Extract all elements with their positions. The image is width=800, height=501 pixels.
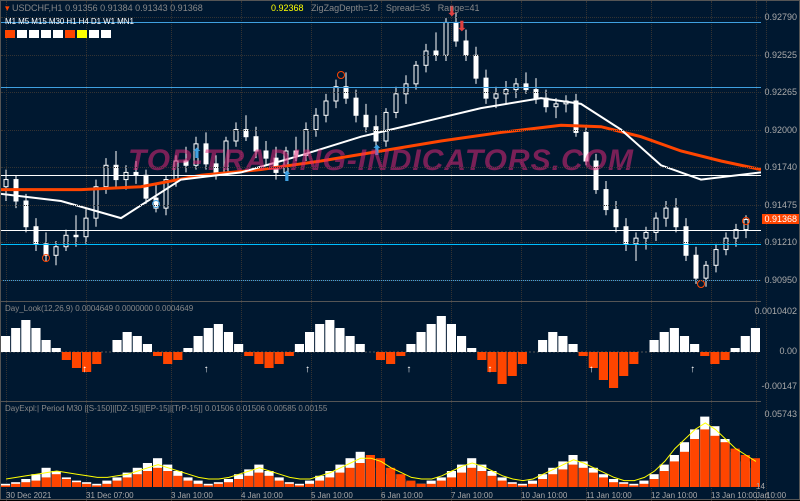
tf-square-M5[interactable] bbox=[17, 30, 27, 38]
day-expl-label: DayExpl:| Period M30 |[S-150]|[DZ-15]|[E… bbox=[5, 404, 327, 413]
x-label: 6 Jan 10:00 bbox=[381, 491, 423, 500]
svg-text:↑: ↑ bbox=[204, 364, 209, 375]
day-look-label: Day_Look(12,26,9) 0.0004649 0.0000000 0.… bbox=[5, 304, 193, 313]
tf-label-H4[interactable]: H4 bbox=[79, 17, 89, 26]
svg-text:↑: ↑ bbox=[690, 364, 695, 375]
timeframe-squares bbox=[5, 28, 203, 38]
y-axis-main: 0.927900.925250.922650.920000.917400.914… bbox=[759, 1, 799, 301]
chart-container: ⬆⬆⬆⬇⬇ TOP-TRADING-INDICATORS.COM ▾ USDCH… bbox=[0, 0, 800, 500]
x-label: 12 Jan 10:00 bbox=[651, 491, 697, 500]
x-label: 3 Jan 10:00 bbox=[171, 491, 213, 500]
y-axis-bot: 0.05743 bbox=[759, 401, 799, 501]
chart-header: ▾ USDCHF,H1 0.91356 0.91384 0.91343 0.91… bbox=[5, 3, 203, 38]
tf-label-M5[interactable]: M5 bbox=[18, 17, 29, 26]
x-label: 7 Jan 10:00 bbox=[451, 491, 493, 500]
x-label: 31 Dec 07:00 bbox=[86, 491, 134, 500]
tf-square-M30[interactable] bbox=[41, 30, 51, 38]
x-label: 5 Jan 10:00 bbox=[311, 491, 353, 500]
tf-square-M1[interactable] bbox=[5, 30, 15, 38]
tf-square-MN1[interactable] bbox=[101, 30, 111, 38]
current-price-tag: 0.91368 bbox=[762, 214, 799, 224]
x-label: 11 Jan 10:00 bbox=[586, 491, 632, 500]
tf-square-M15[interactable] bbox=[29, 30, 39, 38]
tf-label-W1[interactable]: W1 bbox=[103, 17, 115, 26]
tf-square-D1[interactable] bbox=[77, 30, 87, 38]
tf-square-H4[interactable] bbox=[65, 30, 75, 38]
x-label: 13 Jan 10:00 bbox=[711, 491, 757, 500]
tf-label-MN1[interactable]: MN1 bbox=[117, 17, 134, 26]
tf-label-M1[interactable]: M1 bbox=[5, 17, 16, 26]
tf-label-M30[interactable]: M30 bbox=[49, 17, 65, 26]
zigzag-info: 0.92368 ZigZagDepth=12 Spread=35 Range=4… bbox=[271, 3, 479, 13]
tf-label-M15[interactable]: M15 bbox=[31, 17, 47, 26]
svg-text:↑: ↑ bbox=[82, 364, 87, 375]
x-label: 10 Jan 10:00 bbox=[521, 491, 567, 500]
x-label: 4 Jan 10:00 bbox=[241, 491, 283, 500]
main-price-panel[interactable]: ⬆⬆⬆⬇⬇ TOP-TRADING-INDICATORS.COM ▾ USDCH… bbox=[1, 1, 761, 301]
x-axis: 30 Dec 2021 31 Dec 07:00 3 Jan 10:00 4 Jan … bbox=[1, 487, 761, 501]
day-expl-panel[interactable]: DayExpl:| Period M30 |[S-150]|[DZ-15]|[E… bbox=[1, 401, 761, 501]
svg-text:↑: ↑ bbox=[406, 364, 411, 375]
symbol-label: ▾ USDCHF,H1 0.91356 0.91384 0.91343 0.91… bbox=[5, 3, 203, 13]
x-label: 30 Dec 2021 bbox=[6, 491, 51, 500]
day-expl-svg bbox=[1, 402, 761, 492]
svg-text:↑: ↑ bbox=[487, 364, 492, 375]
tf-label-H1[interactable]: H1 bbox=[66, 17, 76, 26]
tf-square-H1[interactable] bbox=[53, 30, 63, 38]
tf-label-D1[interactable]: D1 bbox=[91, 17, 101, 26]
day-look-svg: ↑ ↑ ↑ ↑ ↑ ↑ ↑ bbox=[1, 302, 761, 402]
y-axis-mid: 0.00104020.00-0.00147 bbox=[759, 301, 799, 401]
tf-square-W1[interactable] bbox=[89, 30, 99, 38]
svg-text:↑: ↑ bbox=[305, 364, 310, 375]
day-look-panel[interactable]: Day_Look(12,26,9) 0.0004649 0.0000000 0.… bbox=[1, 301, 761, 401]
svg-text:↑: ↑ bbox=[589, 364, 594, 375]
